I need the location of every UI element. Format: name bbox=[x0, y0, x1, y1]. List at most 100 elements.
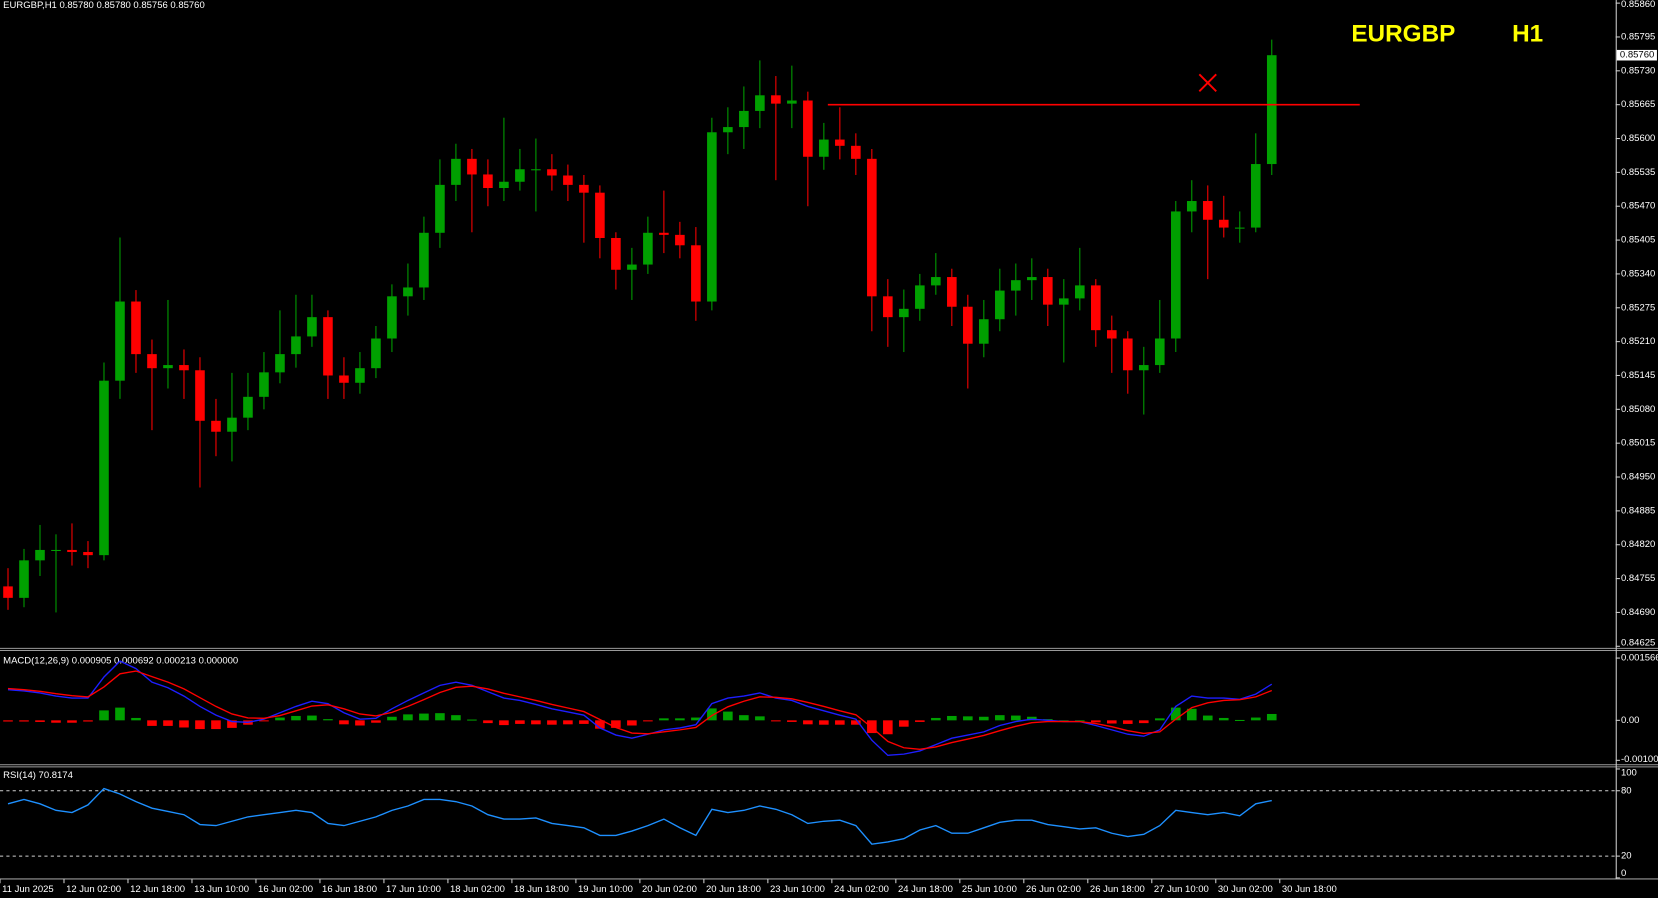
histogram-bar bbox=[1266, 713, 1277, 721]
histogram-bar bbox=[499, 720, 509, 726]
histogram-bar bbox=[547, 720, 557, 725]
histogram-bar bbox=[531, 720, 541, 725]
candle-body bbox=[819, 139, 829, 157]
candle-body bbox=[499, 181, 509, 188]
y-tick-label: 0.85795 bbox=[1621, 31, 1655, 42]
candle-body bbox=[1250, 164, 1261, 228]
histogram-bar bbox=[771, 720, 781, 722]
histogram-bar bbox=[1218, 717, 1229, 721]
histogram-bar bbox=[627, 720, 637, 726]
y-tick-label: 0.85600 bbox=[1621, 133, 1655, 144]
candle-body bbox=[515, 169, 525, 182]
candle-body bbox=[387, 296, 397, 339]
x-tick-label: 24 Jun 02:00 bbox=[834, 884, 889, 895]
y-tick-label: 0.85665 bbox=[1621, 99, 1655, 110]
candle-body bbox=[371, 338, 381, 369]
candle-body bbox=[723, 127, 733, 133]
histogram-bar bbox=[1170, 707, 1181, 721]
histogram-bar bbox=[563, 720, 573, 725]
histogram-bar bbox=[3, 720, 13, 722]
x-tick-label: 16 Jun 18:00 bbox=[322, 884, 377, 895]
candle-body bbox=[979, 319, 989, 344]
candle-body bbox=[931, 277, 941, 286]
candle-body bbox=[243, 396, 253, 418]
candle-body bbox=[1122, 338, 1133, 371]
histogram-bar bbox=[19, 720, 29, 722]
histogram-bar bbox=[691, 717, 701, 721]
candle-body bbox=[339, 375, 349, 383]
candle-body bbox=[627, 264, 637, 270]
histogram-bar bbox=[1122, 720, 1133, 724]
candle-body bbox=[3, 586, 13, 598]
candle-body bbox=[35, 549, 45, 561]
histogram-bar bbox=[131, 717, 141, 721]
candle-body bbox=[1138, 365, 1149, 371]
y-tick-label: -0.001006 bbox=[1621, 754, 1658, 765]
candle-body bbox=[1202, 201, 1213, 220]
histogram-bar bbox=[99, 710, 109, 721]
histogram-bar bbox=[1186, 708, 1197, 721]
x-tick-label: 20 Jun 18:00 bbox=[706, 884, 761, 895]
candle-body bbox=[1154, 338, 1165, 366]
histogram-bar bbox=[451, 715, 461, 721]
candle-body bbox=[291, 336, 301, 355]
histogram-bar bbox=[819, 720, 829, 725]
x-tick-label: 30 Jun 02:00 bbox=[1218, 884, 1273, 895]
candle-body bbox=[307, 317, 317, 337]
histogram-bar bbox=[403, 714, 413, 721]
candle-body bbox=[1027, 277, 1037, 281]
candle-body bbox=[179, 365, 189, 371]
candle-body bbox=[467, 158, 477, 175]
histogram-bar bbox=[355, 720, 365, 726]
candle-body bbox=[579, 184, 589, 193]
y-tick-label: 100 bbox=[1621, 768, 1637, 779]
histogram-bar bbox=[1091, 720, 1101, 723]
histogram-bar bbox=[483, 720, 493, 724]
histogram-bar bbox=[755, 716, 765, 721]
y-tick-label: 0.85210 bbox=[1621, 336, 1655, 347]
candle-body bbox=[531, 169, 541, 171]
candle-body bbox=[659, 232, 669, 235]
candle-body bbox=[739, 110, 749, 128]
histogram-bar bbox=[1154, 718, 1165, 721]
histogram-bar bbox=[851, 720, 861, 725]
y-tick-label: 0.85470 bbox=[1621, 201, 1655, 212]
x-tick-label: 24 Jun 18:00 bbox=[898, 884, 953, 895]
candle-body bbox=[1011, 280, 1021, 291]
candle-body bbox=[227, 417, 237, 432]
histogram-bar bbox=[67, 720, 77, 723]
y-tick-label: 80 bbox=[1621, 785, 1632, 796]
x-tick-label: 26 Jun 02:00 bbox=[1026, 884, 1081, 895]
histogram-bar bbox=[467, 719, 477, 721]
candle-body bbox=[1091, 285, 1101, 331]
histogram-bar bbox=[147, 720, 157, 726]
candle-body bbox=[755, 95, 765, 111]
histogram-bar bbox=[899, 720, 909, 727]
y-tick-label: 0.85145 bbox=[1621, 370, 1655, 381]
y-tick-label: 0.85015 bbox=[1621, 438, 1655, 449]
y-tick-label: 0.85405 bbox=[1621, 235, 1655, 246]
histogram-bar bbox=[419, 713, 429, 721]
y-tick-label: 0.84820 bbox=[1621, 539, 1655, 550]
histogram-bar bbox=[307, 715, 317, 721]
histogram-bar bbox=[179, 720, 189, 728]
candle-body bbox=[1059, 298, 1069, 305]
x-tick-label: 23 Jun 10:00 bbox=[770, 884, 825, 895]
histogram-bar bbox=[163, 720, 173, 726]
x-tick-label: 19 Jun 10:00 bbox=[578, 884, 633, 895]
y-tick-label: 0 bbox=[1621, 868, 1626, 879]
cross-marker bbox=[1198, 73, 1217, 92]
y-tick-label: 0.85275 bbox=[1621, 302, 1655, 313]
histogram-bar bbox=[595, 720, 605, 729]
candle-body bbox=[835, 139, 845, 146]
candle-body bbox=[547, 169, 557, 176]
candle-body bbox=[611, 237, 621, 270]
candle-body bbox=[995, 290, 1005, 320]
y-tick-label: 0.85535 bbox=[1621, 167, 1655, 178]
y-tick-label: 0.85340 bbox=[1621, 268, 1655, 279]
histogram-bar bbox=[883, 720, 893, 735]
y-tick-label: 0.84690 bbox=[1621, 607, 1655, 618]
histogram-bar bbox=[579, 720, 589, 724]
histogram-bar bbox=[947, 715, 957, 721]
